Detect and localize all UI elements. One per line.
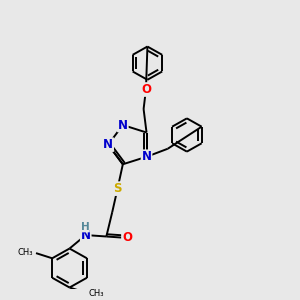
Text: N: N — [103, 138, 113, 151]
Text: O: O — [141, 83, 151, 96]
Text: O: O — [122, 231, 132, 244]
Text: H: H — [81, 222, 89, 232]
Text: S: S — [113, 182, 122, 195]
Text: N: N — [118, 118, 128, 131]
Text: N: N — [142, 150, 152, 163]
Text: N: N — [81, 229, 91, 242]
Text: CH₃: CH₃ — [89, 289, 104, 298]
Text: CH₃: CH₃ — [18, 248, 33, 257]
